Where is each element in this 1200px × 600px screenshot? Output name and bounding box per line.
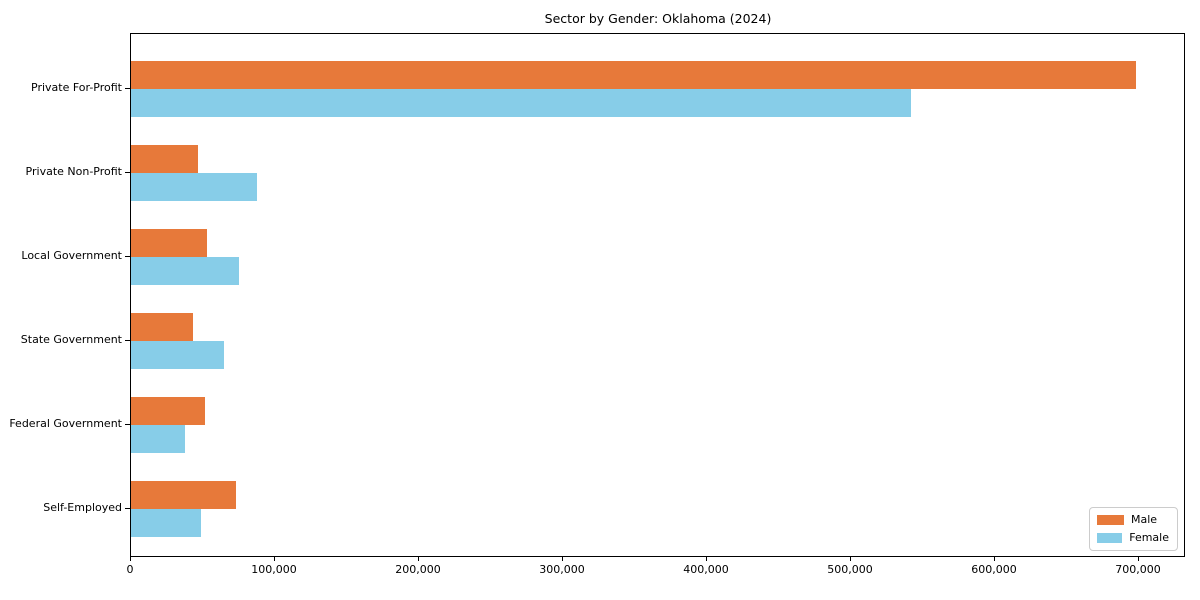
bar-female-federal-government: [131, 425, 185, 453]
bar-male-private-for-profit: [131, 61, 1137, 89]
y-tick-label: Private Non-Profit: [25, 165, 122, 178]
x-tick-mark: [274, 557, 275, 561]
chart-title: Sector by Gender: Oklahoma (2024): [544, 11, 772, 26]
legend-entry-female: Female: [1097, 532, 1169, 544]
x-tick-label: 700,000: [1115, 563, 1161, 576]
y-tick-mark: [125, 172, 130, 173]
x-tick-mark: [562, 557, 563, 561]
y-tick-mark: [125, 424, 130, 425]
x-tick-label: 500,000: [827, 563, 873, 576]
x-tick-label: 600,000: [971, 563, 1017, 576]
y-tick-label: State Government: [20, 333, 122, 346]
bar-male-state-government: [131, 313, 193, 341]
bar-male-self-employed: [131, 481, 237, 509]
bar-male-local-government: [131, 229, 208, 257]
y-tick-label: Federal Government: [9, 417, 122, 430]
x-tick-mark: [1138, 557, 1139, 561]
x-tick-mark: [130, 557, 131, 561]
y-tick-label: Private For-Profit: [31, 81, 122, 94]
bar-female-self-employed: [131, 509, 201, 537]
male-series-swatch: [1097, 515, 1124, 525]
bar-male-private-non-profit: [131, 145, 198, 173]
legend-entry-male: Male: [1097, 514, 1169, 526]
bar-female-state-government: [131, 341, 224, 369]
y-tick-mark: [125, 256, 130, 257]
legend: Male Female: [1089, 507, 1178, 551]
x-tick-label: 100,000: [251, 563, 297, 576]
legend-label-male: Male: [1131, 513, 1158, 526]
bar-female-local-government: [131, 257, 239, 285]
female-series-swatch: [1097, 533, 1123, 543]
x-tick-mark: [418, 557, 419, 561]
y-tick-label: Local Government: [21, 249, 122, 262]
x-tick-label: 200,000: [395, 563, 441, 576]
plot-area: [130, 33, 1185, 557]
bar-female-private-non-profit: [131, 173, 257, 201]
x-tick-label: 400,000: [683, 563, 729, 576]
legend-label-female: Female: [1129, 531, 1169, 544]
bar-female-private-for-profit: [131, 89, 912, 117]
x-tick-label: 300,000: [539, 563, 585, 576]
x-tick-mark: [994, 557, 995, 561]
bar-male-federal-government: [131, 397, 206, 425]
y-tick-mark: [125, 508, 130, 509]
x-tick-label: 0: [126, 563, 134, 576]
y-tick-label: Self-Employed: [43, 501, 122, 514]
y-tick-mark: [125, 88, 130, 89]
x-tick-mark: [706, 557, 707, 561]
x-tick-mark: [850, 557, 851, 561]
y-tick-mark: [125, 340, 130, 341]
